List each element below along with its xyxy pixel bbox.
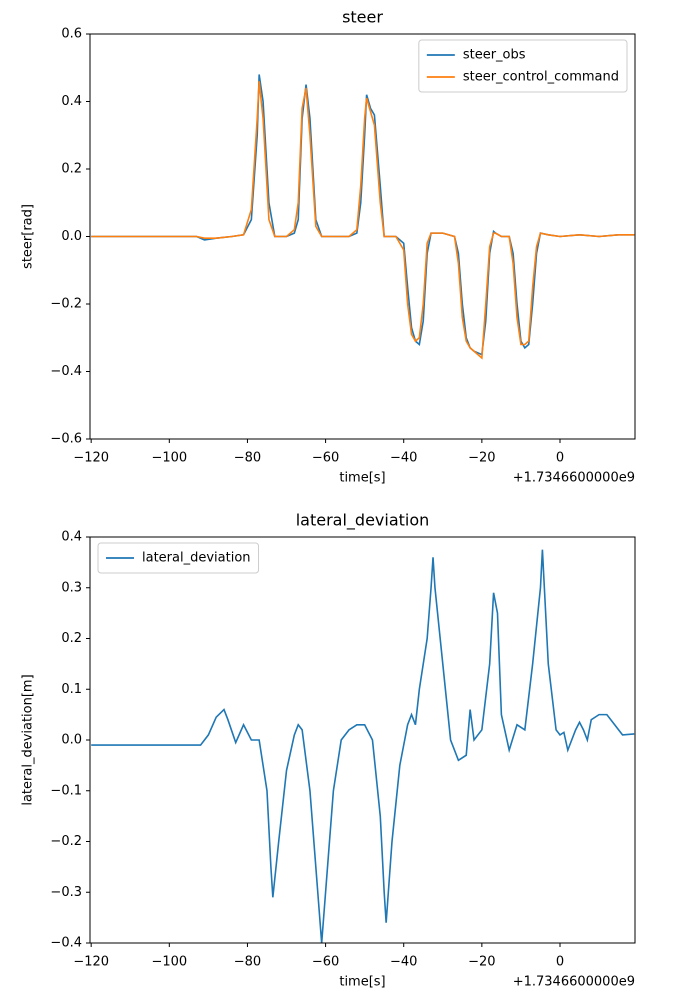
y-tick-label: −0.2 [50,297,82,312]
y-tick-label: 0.2 [61,162,82,177]
y-tick-label: −0.4 [50,364,82,379]
y-tick-label: −0.2 [50,834,82,849]
x-tick-label: −40 [390,451,417,466]
x-tick-label: 0 [556,955,564,970]
x-tick-label: −100 [151,955,187,970]
y-tick-label: 0.2 [61,631,82,646]
y-tick-label: 0.0 [61,733,82,748]
x-offset-label: +1.7346600000e9 [513,975,635,990]
x-tick-label: −120 [73,955,109,970]
x-tick-label: −120 [73,451,109,466]
legend-label: steer_obs [463,48,526,63]
y-tick-label: −0.6 [50,432,82,447]
legend-frame [418,39,628,93]
y-tick-label: −0.4 [50,936,82,951]
x-axis-label: time[s] [339,471,385,486]
data-line [91,81,635,360]
x-tick-label: −100 [151,451,187,466]
data-line [91,74,635,356]
x-tick-label: −40 [390,955,417,970]
y-axis-label: lateral_deviation[m] [21,674,36,805]
x-tick-label: −80 [234,451,261,466]
x-tick-label: −20 [468,451,495,466]
y-tick-label: −0.1 [50,783,82,798]
x-tick-label: −60 [312,955,339,970]
y-tick-label: −0.3 [50,885,82,900]
y-tick-label: 0.4 [61,530,82,545]
legend: lateral_deviation [97,542,260,574]
legend: steer_obs steer_control_command [418,39,628,93]
chart-title: lateral_deviation [296,511,430,531]
x-tick-label: −20 [468,955,495,970]
x-tick-label: −60 [312,451,339,466]
y-tick-label: 0.0 [61,229,82,244]
y-axis-label: steer[rad] [21,204,36,269]
x-offset-label: +1.7346600000e9 [513,471,635,486]
y-tick-label: 0.4 [61,94,82,109]
y-tick-label: 0.3 [61,580,82,595]
y-tick-label: 0.1 [61,682,82,697]
data-line [91,549,635,943]
axes-frame [89,536,636,944]
x-tick-label: 0 [556,451,564,466]
x-tick-label: −80 [234,955,261,970]
legend-label: lateral_deviation [142,551,251,566]
x-axis-label: time[s] [339,975,385,990]
legend-label: steer_control_command [463,70,619,85]
legend-frame [97,542,260,574]
chart-title: steer [342,8,383,27]
y-tick-label: 0.6 [61,27,82,42]
